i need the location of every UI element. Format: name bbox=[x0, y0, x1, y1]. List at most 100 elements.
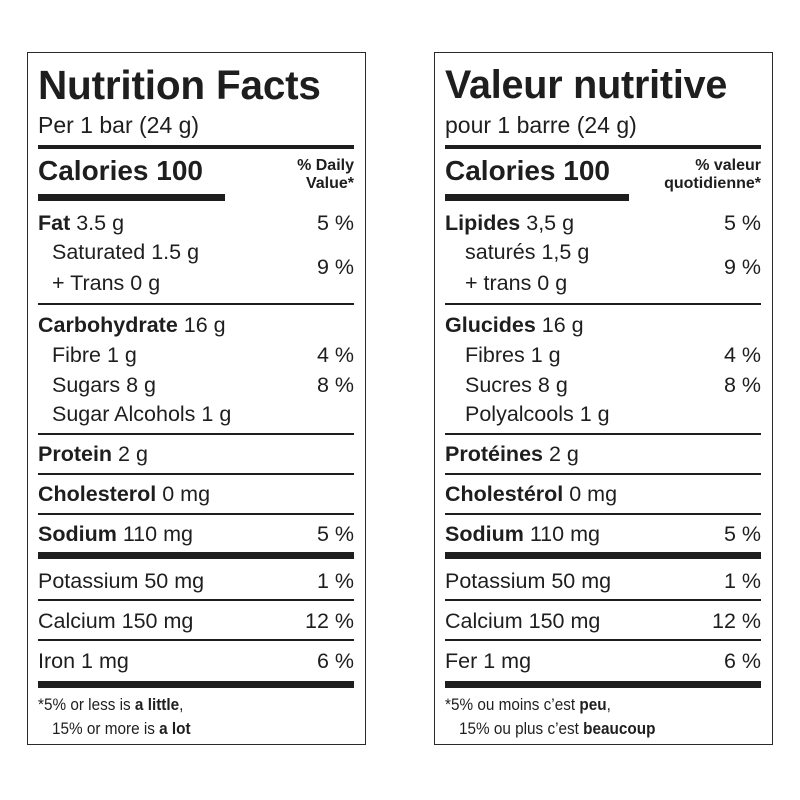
nutrient-label: Sugars 8 g bbox=[52, 373, 156, 397]
row-iron: Iron 1 mg 6 % bbox=[38, 647, 354, 675]
nutrient-pct: 12 % bbox=[304, 609, 354, 633]
dv-header-line2: Value* bbox=[305, 175, 354, 192]
calories-bar bbox=[38, 194, 225, 201]
row-sodium: Sodium 110 mg 5 % bbox=[38, 520, 354, 548]
row-carbohydrate: Carbohydrate 16 g bbox=[38, 311, 354, 339]
nutrient-pct: 6 % bbox=[723, 649, 761, 673]
nutrient-label: Potassium 50 mg bbox=[445, 569, 612, 593]
divider bbox=[38, 473, 354, 475]
nutrient-pct: 8 % bbox=[316, 373, 354, 397]
calories-label: Calories 100 bbox=[38, 155, 203, 186]
divider bbox=[445, 473, 761, 475]
footnote-line1: *5% or less is a little, bbox=[38, 693, 183, 717]
panel-title: Nutrition Facts bbox=[38, 62, 321, 108]
nutrient-pct: 5 % bbox=[316, 211, 354, 235]
nutrient-amount: 2 g bbox=[112, 442, 148, 466]
nutrient-name: Lipides bbox=[445, 211, 521, 235]
nutrient-amount: 3.5 g bbox=[70, 211, 125, 235]
row-carbohydrate: Glucides 16 g bbox=[445, 311, 761, 339]
row-calcium: Calcium 150 mg 12 % bbox=[38, 607, 354, 635]
nutrient-label: Iron 1 mg bbox=[38, 649, 129, 673]
nutrient-pct: 5 % bbox=[723, 522, 761, 546]
nutrient-label: Sugar Alcohols 1 g bbox=[52, 402, 232, 426]
row-sugars: Sugars 8 g 8 % bbox=[38, 371, 354, 399]
divider bbox=[445, 303, 761, 305]
dv-header-line2: quotidienne* bbox=[664, 175, 761, 192]
row-iron: Fer 1 mg 6 % bbox=[445, 647, 761, 675]
daily-value-header: % valeur quotidienne* bbox=[664, 157, 761, 193]
footnote-bold: a little bbox=[134, 695, 180, 714]
nutrient-name: Sodium bbox=[38, 522, 117, 546]
row-trans: + trans 0 g bbox=[445, 269, 761, 297]
footnote-text: *5% ou moins c’est bbox=[445, 695, 580, 714]
row-potassium: Potassium 50 mg 1 % bbox=[38, 567, 354, 595]
calories-label: Calories 100 bbox=[445, 155, 610, 186]
divider bbox=[38, 145, 354, 149]
nutrient-label: Polyalcools 1 g bbox=[465, 402, 610, 426]
divider bbox=[445, 513, 761, 515]
nutrient-name: Cholesterol bbox=[38, 482, 157, 506]
nutrient-pct: 8 % bbox=[723, 373, 761, 397]
divider bbox=[445, 145, 761, 149]
row-cholesterol: Cholestérol 0 mg bbox=[445, 480, 761, 508]
nutrient-amount: 3,5 g bbox=[520, 211, 575, 235]
divider bbox=[38, 639, 354, 641]
footnote-bold: a lot bbox=[159, 719, 191, 738]
row-protein: Protéines 2 g bbox=[445, 440, 761, 468]
nutrient-name: Glucides bbox=[445, 313, 536, 337]
divider-thick bbox=[38, 552, 354, 559]
nutrient-pct: 6 % bbox=[316, 649, 354, 673]
row-fibre: Fibre 1 g 4 % bbox=[38, 341, 354, 369]
nutrient-label: Calcium 150 mg bbox=[445, 609, 601, 633]
dv-header-line1: % valeur bbox=[695, 157, 761, 174]
nutrient-amount: 0 mg bbox=[156, 482, 211, 506]
footnote-line2: 15% or more is a lot bbox=[52, 717, 191, 741]
nutrient-pct: 9 % bbox=[723, 255, 761, 279]
nutrient-label: Fibre 1 g bbox=[52, 343, 137, 367]
footnote-text: , bbox=[179, 695, 184, 714]
nutrient-pct: 1 % bbox=[723, 569, 761, 593]
nutrient-label: + trans 0 g bbox=[465, 271, 568, 295]
nutrient-amount: 110 mg bbox=[523, 522, 600, 546]
nutrient-pct: 1 % bbox=[316, 569, 354, 593]
serving-size: Per 1 bar (24 g) bbox=[38, 112, 200, 138]
row-sugar-alcohols: Polyalcools 1 g bbox=[445, 400, 761, 428]
divider bbox=[445, 433, 761, 435]
footnote-text: *5% or less is bbox=[38, 695, 135, 714]
serving-size: pour 1 barre (24 g) bbox=[445, 112, 637, 138]
row-sodium: Sodium 110 mg 5 % bbox=[445, 520, 761, 548]
row-sugars: Sucres 8 g 8 % bbox=[445, 371, 761, 399]
divider bbox=[38, 303, 354, 305]
nutrient-amount: 16 g bbox=[177, 313, 226, 337]
nutrient-name: Fat bbox=[38, 211, 71, 235]
divider bbox=[445, 639, 761, 641]
nutrient-label: Fibres 1 g bbox=[465, 343, 561, 367]
row-saturated: Saturated 1.5 g bbox=[38, 238, 354, 266]
nutrient-pct: 9 % bbox=[316, 255, 354, 279]
nutrient-amount: 16 g bbox=[535, 313, 584, 337]
nutrient-name: Cholestérol bbox=[445, 482, 564, 506]
row-cholesterol: Cholesterol 0 mg bbox=[38, 480, 354, 508]
divider bbox=[445, 599, 761, 601]
row-fat: Fat 3.5 g 5 % bbox=[38, 209, 354, 237]
footnote-text: 15% ou plus c’est bbox=[459, 719, 584, 738]
nutrient-label: saturés 1,5 g bbox=[465, 240, 590, 264]
divider bbox=[38, 433, 354, 435]
row-protein: Protein 2 g bbox=[38, 440, 354, 468]
nutrient-pct: 5 % bbox=[316, 522, 354, 546]
footnote-text: , bbox=[606, 695, 611, 714]
nutrient-label: Fer 1 mg bbox=[445, 649, 532, 673]
divider-thick bbox=[445, 681, 761, 688]
nutrient-label: Sucres 8 g bbox=[465, 373, 568, 397]
row-fat: Lipides 3,5 g 5 % bbox=[445, 209, 761, 237]
nutrient-label: Calcium 150 mg bbox=[38, 609, 194, 633]
nutrient-amount: 110 mg bbox=[116, 522, 193, 546]
row-potassium: Potassium 50 mg 1 % bbox=[445, 567, 761, 595]
row-fibre: Fibres 1 g 4 % bbox=[445, 341, 761, 369]
nutrient-label: Potassium 50 mg bbox=[38, 569, 205, 593]
row-saturated: saturés 1,5 g bbox=[445, 238, 761, 266]
nutrition-facts-panel-french: Valeur nutritive pour 1 barre (24 g) Cal… bbox=[434, 52, 773, 745]
divider bbox=[38, 599, 354, 601]
footnote-bold: peu bbox=[579, 695, 607, 714]
footnote-line1: *5% ou moins c’est peu, bbox=[445, 693, 611, 717]
